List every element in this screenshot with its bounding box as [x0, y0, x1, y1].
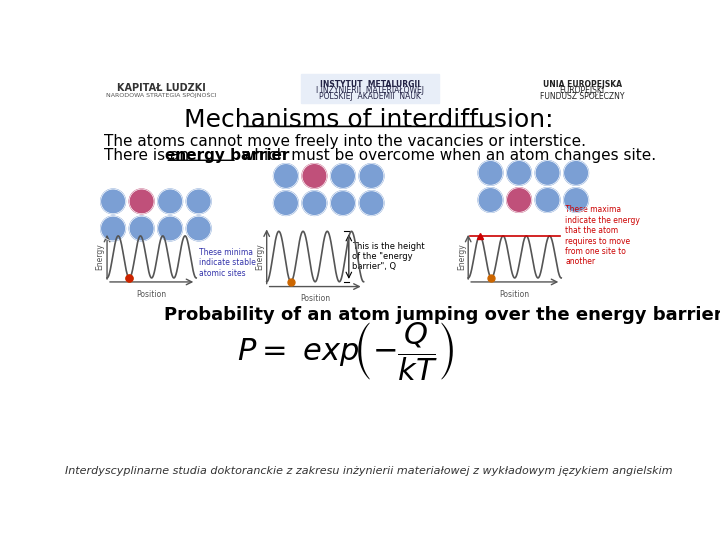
- Text: Mechanisms of interdiffusion:: Mechanisms of interdiffusion:: [184, 108, 554, 132]
- Circle shape: [129, 216, 154, 241]
- Text: Energy: Energy: [96, 244, 104, 271]
- Circle shape: [478, 188, 503, 212]
- Text: Energy: Energy: [457, 244, 466, 271]
- Text: Position: Position: [300, 294, 330, 303]
- Circle shape: [359, 191, 384, 215]
- Text: Probability of an atom jumping over the energy barrier:: Probability of an atom jumping over the …: [163, 306, 720, 324]
- Text: FUNDUSZ SPOŁECZNY: FUNDUSZ SPOŁECZNY: [540, 92, 624, 101]
- Text: Energy: Energy: [256, 243, 264, 270]
- Circle shape: [101, 189, 125, 214]
- Circle shape: [158, 216, 183, 241]
- Text: UNIA EUROPEJSKA: UNIA EUROPEJSKA: [543, 80, 621, 89]
- Circle shape: [274, 164, 298, 188]
- Text: $P = \ \mathit{exp}\!\left(-\dfrac{Q}{kT}\right)$: $P = \ \mathit{exp}\!\left(-\dfrac{Q}{kT…: [237, 320, 454, 382]
- Circle shape: [302, 191, 327, 215]
- Circle shape: [507, 188, 531, 212]
- Text: Interdyscyplinarne studia doktoranckie z zakresu inżynierii materiałowej z wykła: Interdyscyplinarne studia doktoranckie z…: [66, 465, 672, 476]
- Text: KAPITAŁ LUDZKI: KAPITAŁ LUDZKI: [117, 83, 206, 93]
- Circle shape: [158, 189, 183, 214]
- Circle shape: [564, 188, 588, 212]
- Circle shape: [129, 189, 154, 214]
- Text: These minima
indicate stable
atomic sites: These minima indicate stable atomic site…: [199, 248, 256, 278]
- Circle shape: [535, 160, 560, 185]
- Text: Position: Position: [137, 289, 166, 299]
- Text: I INŻYNIERII  MATERIAŁOWEJ: I INŻYNIERII MATERIAŁOWEJ: [316, 85, 424, 95]
- Text: There is an: There is an: [104, 148, 194, 163]
- Text: The atoms cannot move freely into the vacancies or interstice.: The atoms cannot move freely into the va…: [104, 134, 586, 149]
- Circle shape: [507, 160, 531, 185]
- Text: INSTYTUT  METALURGII: INSTYTUT METALURGII: [320, 79, 420, 89]
- Text: NARODOWA STRATEGIA SPÓJNOŚCI: NARODOWA STRATEGIA SPÓJNOŚCI: [106, 92, 217, 98]
- Circle shape: [101, 216, 125, 241]
- Text: which must be overcome when an atom changes site.: which must be overcome when an atom chan…: [237, 148, 656, 163]
- Text: EUROPEJSKI: EUROPEJSKI: [559, 86, 605, 96]
- Circle shape: [186, 216, 211, 241]
- Bar: [301, 74, 438, 103]
- Circle shape: [330, 164, 356, 188]
- Circle shape: [535, 188, 560, 212]
- Circle shape: [302, 164, 327, 188]
- Text: These maxima
indicate the energy
that the atom
requires to move
from one site to: These maxima indicate the energy that th…: [565, 205, 640, 266]
- Circle shape: [330, 191, 356, 215]
- Circle shape: [274, 191, 298, 215]
- Circle shape: [478, 160, 503, 185]
- Circle shape: [186, 189, 211, 214]
- Text: POLSKIEJ  AKADEMII  NAUK: POLSKIEJ AKADEMII NAUK: [319, 92, 420, 101]
- Text: This is the height
of the "energy
barrier", Q: This is the height of the "energy barrie…: [352, 241, 425, 272]
- Circle shape: [359, 164, 384, 188]
- Circle shape: [564, 160, 588, 185]
- Text: energy barrier: energy barrier: [166, 148, 289, 163]
- Text: Position: Position: [500, 289, 530, 299]
